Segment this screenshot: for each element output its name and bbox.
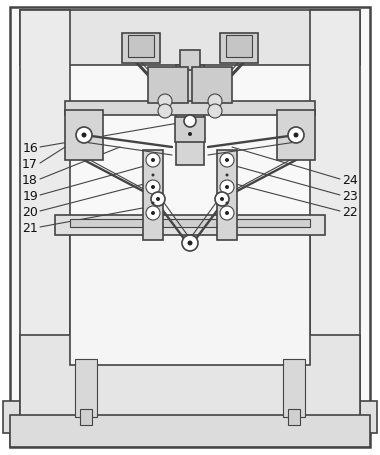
Circle shape bbox=[208, 105, 222, 119]
Bar bbox=[128, 36, 154, 58]
Bar bbox=[288, 409, 300, 425]
Bar bbox=[283, 359, 305, 417]
Circle shape bbox=[146, 207, 160, 221]
Circle shape bbox=[220, 197, 224, 202]
Circle shape bbox=[220, 181, 234, 195]
Circle shape bbox=[187, 241, 193, 246]
Bar bbox=[180, 51, 200, 71]
Text: 24: 24 bbox=[342, 173, 358, 186]
Bar bbox=[70, 219, 310, 228]
Text: 19: 19 bbox=[22, 189, 38, 202]
Bar bbox=[148, 68, 188, 104]
Bar bbox=[175, 118, 205, 143]
Text: 18: 18 bbox=[22, 173, 38, 186]
Circle shape bbox=[158, 95, 172, 109]
Bar bbox=[122, 34, 160, 64]
Circle shape bbox=[158, 105, 172, 119]
Bar bbox=[3, 401, 21, 433]
Circle shape bbox=[151, 212, 155, 216]
Circle shape bbox=[208, 95, 222, 109]
Circle shape bbox=[152, 202, 155, 205]
Bar bbox=[220, 34, 258, 64]
Bar bbox=[217, 151, 237, 241]
Text: 23: 23 bbox=[342, 189, 358, 202]
Circle shape bbox=[188, 133, 192, 136]
Circle shape bbox=[225, 186, 229, 190]
Circle shape bbox=[225, 174, 228, 177]
Circle shape bbox=[225, 202, 228, 205]
Circle shape bbox=[225, 212, 229, 216]
Bar bbox=[20, 11, 360, 66]
Text: 22: 22 bbox=[342, 205, 358, 218]
Circle shape bbox=[220, 207, 234, 221]
Bar bbox=[192, 68, 232, 104]
Bar bbox=[310, 11, 360, 425]
Bar bbox=[70, 226, 310, 365]
Circle shape bbox=[76, 128, 92, 144]
Text: 16: 16 bbox=[22, 141, 38, 154]
Circle shape bbox=[182, 236, 198, 252]
Bar bbox=[20, 11, 70, 425]
Circle shape bbox=[215, 192, 229, 207]
Circle shape bbox=[293, 133, 299, 138]
Circle shape bbox=[151, 192, 165, 207]
Text: 21: 21 bbox=[22, 221, 38, 234]
Bar bbox=[359, 401, 377, 433]
Circle shape bbox=[220, 154, 234, 167]
Text: 17: 17 bbox=[22, 157, 38, 170]
Bar bbox=[20, 335, 360, 425]
Circle shape bbox=[288, 128, 304, 144]
Circle shape bbox=[152, 174, 155, 177]
Bar bbox=[65, 102, 315, 116]
Circle shape bbox=[146, 181, 160, 195]
Bar bbox=[226, 36, 252, 58]
Circle shape bbox=[188, 120, 192, 124]
Circle shape bbox=[151, 159, 155, 162]
Circle shape bbox=[156, 197, 160, 202]
Circle shape bbox=[146, 154, 160, 167]
Bar bbox=[277, 111, 315, 161]
Bar bbox=[65, 111, 103, 161]
Circle shape bbox=[151, 186, 155, 190]
Bar bbox=[143, 151, 163, 241]
Text: 20: 20 bbox=[22, 205, 38, 218]
Circle shape bbox=[225, 159, 229, 162]
Circle shape bbox=[184, 116, 196, 128]
Bar bbox=[75, 359, 97, 417]
Bar bbox=[55, 216, 325, 236]
Bar bbox=[10, 415, 370, 447]
Bar bbox=[80, 409, 92, 425]
Circle shape bbox=[81, 133, 87, 138]
Bar bbox=[176, 66, 204, 166]
